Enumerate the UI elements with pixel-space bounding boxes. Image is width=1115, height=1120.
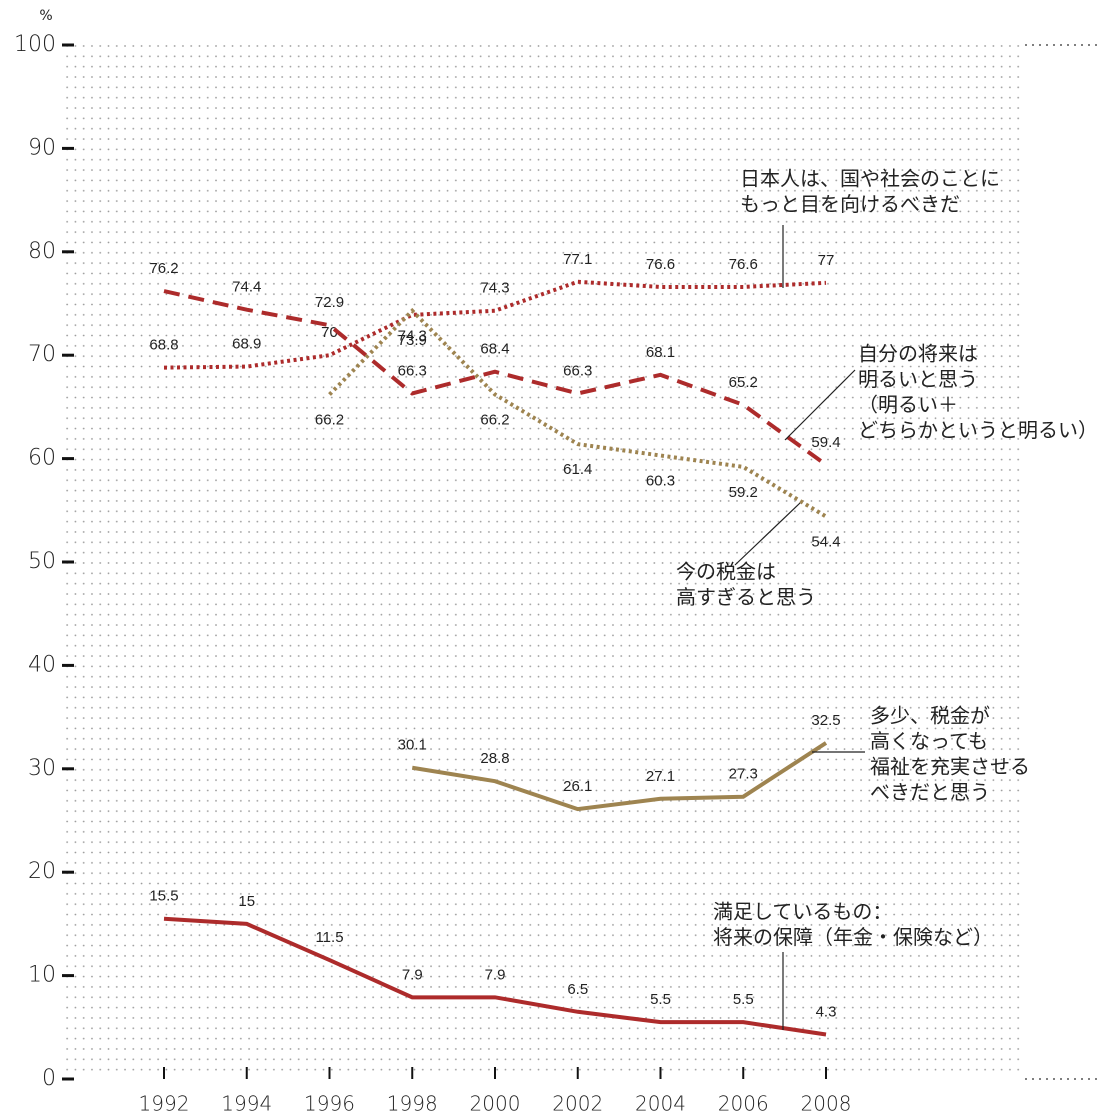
series-annotation: 今の税金は (676, 560, 776, 584)
series-line (411, 741, 828, 812)
x-tick-label: 1992 (139, 1092, 190, 1116)
data-label: 15 (238, 893, 255, 910)
data-label: 72.9 (315, 294, 344, 311)
grid-background (62, 45, 1025, 1079)
data-label: 77.1 (563, 251, 592, 268)
data-label: 76.6 (646, 256, 675, 273)
y-tick-label: 60 (28, 446, 56, 471)
y-tick-label: 40 (28, 652, 56, 677)
data-label: 5.5 (733, 991, 754, 1008)
data-label: 28.8 (480, 750, 509, 767)
data-label: 7.9 (485, 966, 506, 983)
data-label: 4.3 (816, 1004, 837, 1021)
x-tick-label: 2006 (718, 1092, 769, 1116)
data-label: 61.4 (563, 461, 592, 478)
leader-line (784, 369, 856, 441)
y-tick-label: 100 (14, 32, 56, 57)
x-tick-label: 1996 (304, 1092, 355, 1116)
x-tick-label: 2008 (801, 1092, 852, 1116)
data-label: 5.5 (650, 991, 671, 1008)
y-tick-label: 90 (28, 135, 56, 160)
data-label: 11.5 (315, 929, 343, 946)
data-label: 27.3 (729, 766, 758, 783)
data-label: 66.2 (480, 411, 509, 428)
y-tick-label: 50 (28, 549, 56, 574)
series-annotation: 将来の保障（年金・保険など） (713, 925, 993, 949)
series-annotation: もっと目を向けるべきだ (740, 192, 960, 216)
data-label: 68.1 (646, 344, 675, 361)
series-annotation: べきだと思う (870, 780, 990, 804)
data-label: 68.8 (149, 337, 178, 354)
data-label: 73.9 (398, 332, 427, 349)
series-line (163, 916, 827, 1037)
x-tick-label: 1994 (221, 1092, 272, 1116)
series-annotation: どちらかというと明るい） (858, 418, 1098, 442)
series-annotation: 多少、税金が (870, 704, 990, 728)
series-annotation: 福祉を充実させる (870, 755, 1030, 779)
data-label: 59.2 (729, 484, 758, 501)
data-label: 59.4 (811, 434, 840, 451)
y-tick-label: 80 (28, 239, 56, 264)
x-tick-label: 2004 (635, 1092, 686, 1116)
data-label: 76.6 (729, 256, 758, 273)
data-label: 32.5 (811, 712, 840, 729)
data-label: 76.2 (149, 260, 178, 277)
data-label: 66.3 (563, 362, 592, 379)
series-annotation: 高くなっても (870, 729, 988, 753)
data-label: 54.4 (811, 533, 840, 550)
y-tick-label: 20 (28, 859, 56, 884)
data-label: 7.9 (402, 966, 423, 983)
series-annotation: 日本人は、国や社会のことに (740, 167, 1000, 191)
data-label: 26.1 (563, 778, 592, 795)
data-label: 74.3 (480, 280, 509, 297)
y-tick-label: 10 (28, 963, 56, 988)
x-tick-label: 1998 (387, 1092, 438, 1116)
data-label: 27.1 (646, 768, 675, 785)
series-line (328, 307, 828, 519)
series-annotation: 高すぎると思う (676, 585, 816, 609)
series-annotation: 明るいと思う (858, 367, 978, 391)
data-label: 6.5 (567, 981, 588, 998)
data-label: 74.3 (398, 328, 427, 345)
data-label: 68.9 (232, 336, 261, 353)
data-label: 60.3 (646, 472, 675, 489)
x-tick-label: 2002 (552, 1092, 603, 1116)
data-label: 65.2 (729, 374, 758, 391)
leader-line (734, 502, 801, 566)
data-label: 66.2 (315, 411, 344, 428)
data-label: 66.3 (398, 362, 427, 379)
series-annotation: 満足しているもの： (713, 900, 892, 924)
y-tick-label: 0 (42, 1066, 56, 1091)
data-label: 74.4 (232, 279, 261, 296)
y-tick-label: 30 (28, 756, 56, 781)
data-label: 70 (321, 324, 338, 341)
data-label: 15.5 (149, 888, 178, 905)
series-annotation: 自分の将来は (858, 342, 978, 366)
series-line (163, 289, 828, 467)
y-unit: % (39, 8, 52, 24)
series-line (163, 279, 827, 370)
x-tick-label: 2000 (470, 1092, 521, 1116)
data-label: 77 (818, 252, 835, 269)
data-label: 68.4 (480, 341, 509, 358)
y-tick-label: 70 (28, 342, 56, 367)
series-annotation: （明るい＋ (858, 393, 958, 417)
data-label: 30.1 (398, 737, 427, 754)
